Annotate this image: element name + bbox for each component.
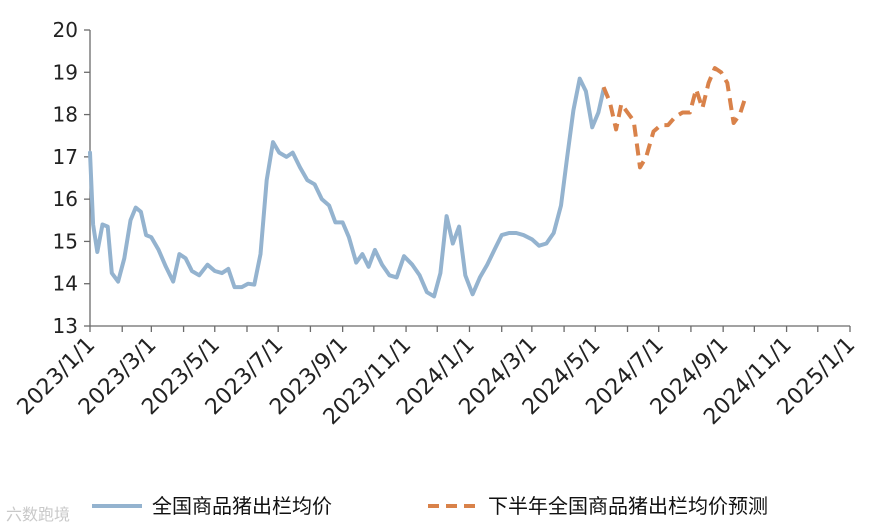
y-tick-label: 18 [53, 103, 78, 127]
y-axis-ticks: 13 14 15 16 17 18 19 20 [53, 18, 90, 338]
watermark-text: 六数跑境 [6, 505, 71, 524]
series-group [88, 66, 748, 299]
legend-label-forecast: 下半年全国商品猪出栏均价预测 [488, 494, 768, 518]
y-tick-label: 14 [53, 272, 78, 296]
y-tick-label: 13 [53, 314, 78, 338]
y-tick-label: 17 [53, 145, 78, 169]
legend-label-actual: 全国商品猪出栏均价 [152, 494, 332, 518]
legend: 全国商品猪出栏均价 下半年全国商品猪出栏均价预测 [92, 494, 768, 518]
y-tick-label: 15 [53, 229, 78, 253]
series-line-forecast [601, 66, 748, 170]
y-tick-label: 20 [53, 18, 78, 42]
x-axis-ticks: 2023/1/12023/3/12023/5/12023/7/12023/9/1… [13, 326, 860, 430]
y-tick-label: 19 [53, 60, 78, 84]
y-tick-label: 16 [53, 187, 78, 211]
axes [89, 30, 850, 327]
series-line-actual [88, 76, 606, 299]
